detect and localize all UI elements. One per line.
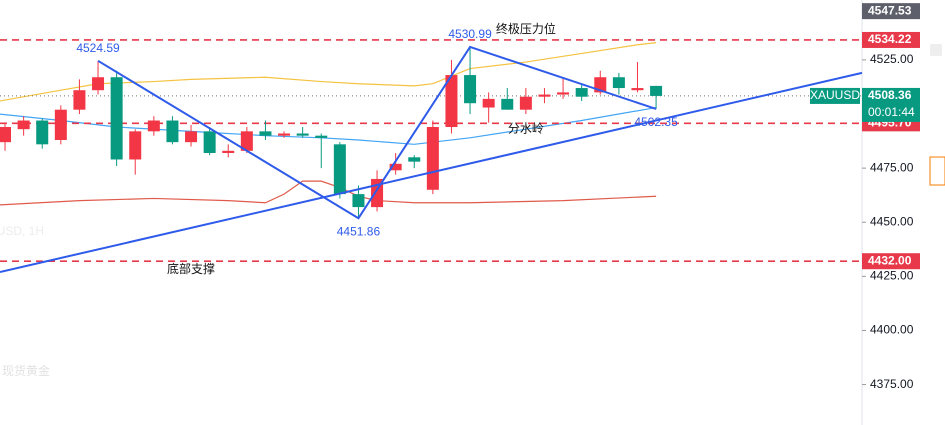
candle-body (612, 77, 625, 89)
side-icon (930, 44, 942, 56)
candle-body (222, 150, 235, 153)
candle-body (296, 133, 309, 136)
y-tick-label: 4475.00 (870, 160, 914, 174)
y-tick-label: 4425.00 (870, 269, 914, 283)
annotation: 分水岭 (508, 121, 544, 135)
candle-body (92, 77, 105, 91)
candle-body (557, 92, 570, 95)
candle-body (538, 94, 551, 97)
pivot-label: 4530.99 (448, 27, 492, 41)
level-label: 4534.22 (868, 32, 912, 46)
annotation: 终极压力位 (496, 21, 556, 36)
y-tick-label: 4450.00 (870, 214, 914, 228)
pivot-label: 4451.86 (337, 224, 381, 238)
support-line (0, 71, 863, 274)
candle-body (464, 75, 477, 104)
last-price-label: 4508.36 (868, 88, 912, 102)
candle-body (408, 157, 421, 162)
candle-body (54, 109, 67, 140)
high-label: 4547.53 (868, 3, 912, 17)
watermark-name: 现货黄金 (2, 363, 50, 378)
band-line (0, 106, 657, 145)
candle-body (0, 127, 12, 143)
pivot-label: 4524.59 (76, 41, 120, 55)
watermark-symbol: XAUUSD, 1H (0, 224, 44, 238)
y-tick-label: 4525.00 (870, 52, 914, 66)
zigzag-line (97, 45, 657, 220)
pivot-label: 4502.35 (634, 115, 678, 129)
candle-body (631, 88, 644, 91)
candle-body (129, 131, 142, 160)
candle-body (482, 98, 495, 108)
candle-body (426, 127, 439, 190)
candle-body (147, 120, 160, 132)
last-price-box (862, 87, 920, 122)
symbol-box (810, 87, 860, 104)
candle-body (519, 96, 532, 110)
y-tick-label: 4400.00 (870, 323, 914, 337)
candle-body (36, 120, 49, 145)
candle-body (278, 133, 291, 136)
annotation: 底部支撑 (167, 261, 215, 276)
candle-body (259, 131, 272, 136)
candle-body (445, 75, 458, 128)
candle-body (501, 98, 514, 110)
level-box (862, 253, 920, 270)
candle-body (110, 77, 123, 160)
high-box (862, 3, 920, 20)
candle-body (575, 88, 588, 97)
candle-body (650, 85, 663, 96)
candle-body (315, 135, 328, 138)
candle-body (73, 90, 86, 110)
countdown-label: 00:01:44 (868, 105, 915, 119)
candle-body (352, 194, 365, 208)
candle-body (185, 131, 198, 143)
candle-body (389, 163, 402, 171)
candle-body (240, 131, 253, 151)
side-panel (922, 0, 945, 425)
candle-body (17, 120, 30, 130)
level-box (862, 31, 920, 48)
side-widget (929, 156, 945, 186)
symbol-label: XAUUSD (810, 88, 860, 102)
candle-body (166, 120, 179, 143)
candle-body (333, 144, 346, 195)
y-tick-label: 4375.00 (870, 377, 914, 391)
candle-body (203, 131, 216, 153)
level-label: 4432.00 (868, 253, 912, 267)
band-line (0, 180, 657, 206)
